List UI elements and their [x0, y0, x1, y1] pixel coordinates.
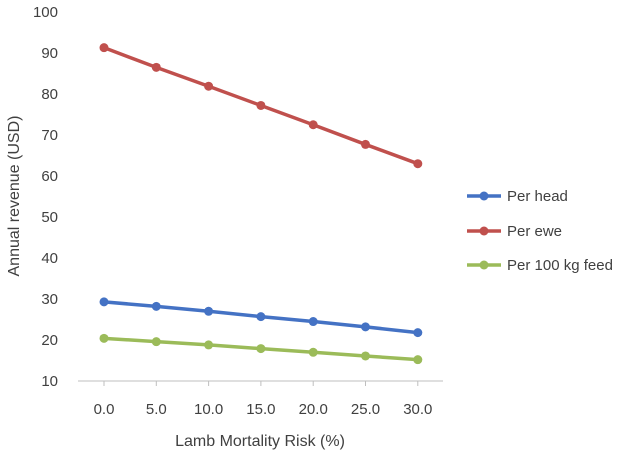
data-point-per-head — [256, 312, 266, 322]
x-tick-label: 5.0 — [146, 401, 167, 418]
x-tick-label: 25.0 — [351, 401, 380, 418]
legend-label-per-head: Per head — [507, 188, 568, 205]
data-point-per-ewe — [413, 159, 423, 169]
y-tick-label: 10 — [41, 373, 58, 390]
data-point-per-head — [308, 317, 318, 327]
legend: Per head Per ewe Per 100 kg feed — [467, 188, 613, 274]
y-tick-label: 70 — [41, 127, 58, 144]
data-point-per-head — [99, 297, 109, 307]
legend-swatch-marker-per-100-kg-feed — [479, 260, 489, 270]
x-tick-label: 30.0 — [403, 401, 432, 418]
data-point-per-head — [204, 306, 214, 316]
legend-label-per-100-kg-feed: Per 100 kg feed — [507, 257, 613, 274]
data-point-per-100-kg-feed — [151, 337, 161, 347]
y-tick-label: 90 — [41, 45, 58, 62]
data-point-per-ewe — [204, 81, 214, 91]
x-tick-label: 0.0 — [94, 401, 115, 418]
data-point-per-ewe — [151, 62, 161, 72]
legend-label-per-ewe: Per ewe — [507, 223, 562, 240]
y-tick-label: 100 — [33, 4, 58, 21]
legend-swatch-marker-per-head — [479, 191, 489, 201]
y-axis-title: Annual revenue (USD) — [6, 116, 23, 277]
data-point-per-ewe — [361, 139, 370, 149]
data-point-per-ewe — [99, 43, 109, 53]
data-point-per-100-kg-feed — [256, 344, 266, 354]
data-point-per-ewe — [308, 120, 318, 130]
y-tick-label: 60 — [41, 168, 58, 185]
y-tick-label: 50 — [41, 209, 58, 226]
data-point-per-100-kg-feed — [99, 333, 109, 343]
data-point-per-head — [361, 322, 370, 332]
data-point-per-ewe — [256, 100, 266, 110]
series-layer — [99, 43, 423, 365]
x-tick-label: 10.0 — [194, 401, 223, 418]
y-tick-label: 30 — [41, 291, 58, 308]
y-axis-ticks: 10 20 30 40 50 60 70 80 90 100 — [33, 4, 58, 390]
x-tick-label: 20.0 — [299, 401, 328, 418]
data-point-per-head — [413, 328, 423, 338]
data-point-per-100-kg-feed — [204, 340, 214, 350]
data-point-per-100-kg-feed — [413, 355, 423, 365]
y-tick-label: 40 — [41, 250, 58, 267]
x-axis-ticks: 0.0 5.0 10.0 15.0 20.0 25.0 30.0 — [94, 381, 432, 418]
data-point-per-100-kg-feed — [361, 351, 370, 361]
data-point-per-100-kg-feed — [308, 347, 318, 357]
data-point-per-head — [151, 301, 161, 311]
y-tick-label: 20 — [41, 332, 58, 349]
legend-swatch-marker-per-ewe — [479, 226, 489, 236]
x-axis-title: Lamb Mortality Risk (%) — [175, 433, 345, 450]
x-tick-label: 15.0 — [246, 401, 275, 418]
y-tick-label: 80 — [41, 86, 58, 103]
